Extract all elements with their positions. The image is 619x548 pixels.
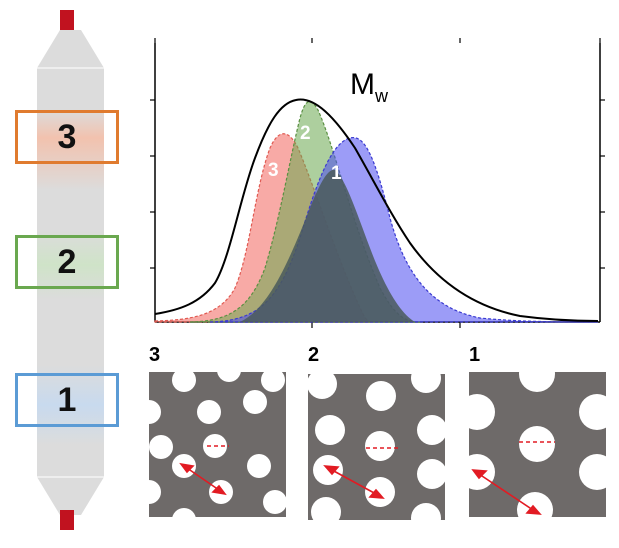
zone-2-label: 2 [57,242,77,281]
plot-title-main: M [350,68,375,101]
panel-2-morphology [308,374,445,520]
plot-title-subscript: w [374,86,389,106]
zone-3-label: 3 [57,117,77,156]
top-cap [60,10,74,30]
molecular-weight-plot: 3 2 1 Mw [150,38,605,328]
bottom-cap [60,510,74,530]
panel-3-morphology [149,372,286,517]
zone-2-box: 2 [15,235,119,289]
plot-title: Mw [350,68,389,106]
zone-1-label: 1 [57,380,77,419]
zone-3-box: 3 [15,110,119,164]
zone-1-box: 1 [15,373,119,427]
curve-label-3: 3 [268,160,279,181]
panel-1-morphology [469,372,606,517]
plot-ticks [150,38,605,328]
curve-overlap-area [240,169,415,322]
panel-1-label: 1 [469,344,481,366]
panel-2-label: 2 [308,344,320,366]
curve-label-2: 2 [300,123,311,144]
panel-3-label: 3 [149,344,161,366]
curve-label-1: 1 [331,163,342,184]
curve-total [154,98,599,322]
